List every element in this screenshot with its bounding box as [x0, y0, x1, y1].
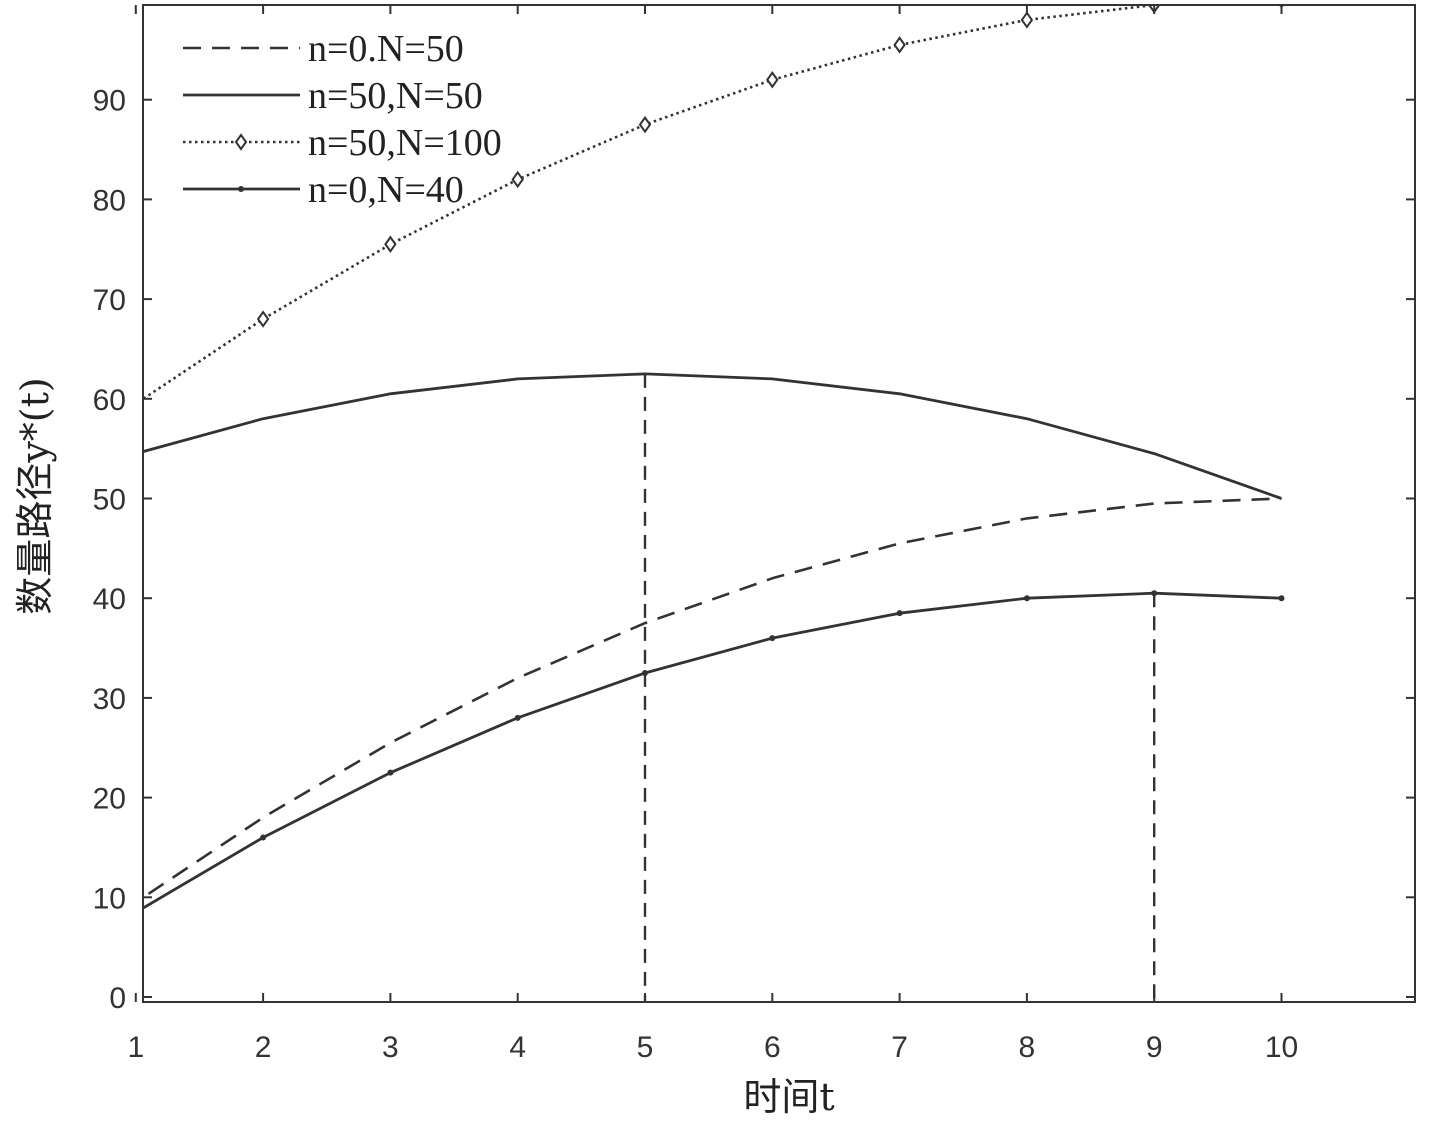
series-marker-3 — [769, 635, 776, 642]
reference-lines — [643, 373, 1156, 1002]
x-tick-label: 1 — [127, 1031, 144, 1064]
y-tick-label: 70 — [93, 284, 126, 317]
y-tick-label: 50 — [93, 484, 126, 517]
legend-marker-2 — [234, 133, 248, 151]
y-tick-label: 20 — [93, 783, 126, 816]
series-marker-2 — [893, 36, 906, 54]
y-tick-label: 30 — [93, 683, 126, 716]
x-axis-title: 时间t — [743, 1075, 834, 1119]
y-axis-title: 数量路径y*(t) — [13, 377, 57, 614]
y-tick-label: 0 — [109, 982, 126, 1015]
series-marker-2 — [511, 170, 524, 189]
legend-label-1: n=50,N=50 — [308, 75, 483, 117]
x-tick-label: 6 — [764, 1031, 781, 1064]
y-tick-label: 80 — [93, 184, 126, 217]
series-marker-3 — [1278, 595, 1285, 602]
series-marker-3 — [260, 834, 267, 841]
series-marker-2 — [766, 71, 779, 89]
x-tick-label: 4 — [509, 1031, 526, 1064]
legend-marker-3 — [238, 186, 244, 192]
axis-ticks: 1 2 3 4 5 6 7 8 9 10 0 10 20 30 40 50 60 70 80 90 — [93, 5, 1415, 1064]
series-marker-3 — [514, 714, 521, 721]
series-marker-2 — [256, 310, 270, 328]
series-marker-3 — [1023, 595, 1030, 602]
x-tick-label: 8 — [1019, 1031, 1036, 1064]
x-tick-label: 7 — [891, 1031, 908, 1064]
legend-label-0: n=0.N=50 — [308, 28, 464, 70]
series-line-0 — [143, 497, 1282, 900]
series-marker-2 — [384, 235, 397, 253]
y-tick-label: 10 — [93, 882, 126, 915]
y-tick-label: 40 — [93, 583, 126, 616]
series-marker-3 — [387, 769, 394, 776]
legend-label-2: n=50,N=100 — [308, 122, 502, 164]
series-marker-3 — [896, 610, 903, 617]
y-tick-label: 90 — [93, 85, 126, 118]
x-tick-label: 9 — [1146, 1031, 1163, 1064]
legend: n=0.N=50 n=50,N=50 n=50,N=100 n=0,N=40 — [183, 28, 502, 211]
x-tick-label: 10 — [1265, 1031, 1298, 1064]
series-marker-2 — [638, 115, 652, 134]
x-tick-label: 5 — [637, 1031, 654, 1064]
plot-frame — [142, 4, 1416, 1003]
x-tick-label: 3 — [382, 1031, 399, 1064]
series-marker-2 — [1020, 11, 1034, 29]
y-tick-label: 60 — [93, 384, 126, 417]
legend-label-3: n=0,N=40 — [308, 169, 464, 211]
x-tick-label: 2 — [255, 1031, 272, 1064]
